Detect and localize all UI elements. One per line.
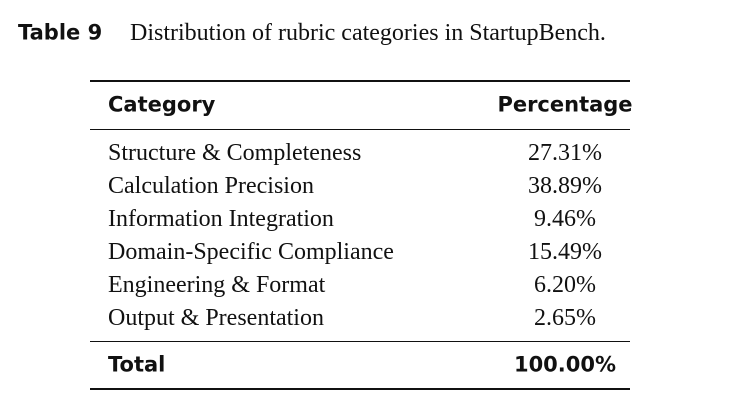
total-cell: Total xyxy=(108,352,166,377)
total-cell: 100.00% xyxy=(513,352,617,377)
table-cell: 9.46% xyxy=(534,206,596,232)
table-cell: Output & Presentation xyxy=(108,305,324,331)
table-cell: Information Integration xyxy=(108,206,334,232)
top-rule xyxy=(90,80,630,82)
bottom-rule xyxy=(90,388,630,390)
caption-text: Distribution of rubric categories in Sta… xyxy=(130,20,606,46)
table-cell: Structure & Completeness xyxy=(108,140,362,166)
table-cell: Domain-Specific Compliance xyxy=(108,239,394,265)
caption-label: Table 9 xyxy=(18,20,103,45)
table-cell: Calculation Precision xyxy=(108,173,314,199)
table-cell: 15.49% xyxy=(528,239,602,265)
table-cell: 38.89% xyxy=(528,173,602,199)
table-cell: 27.31% xyxy=(528,140,602,166)
header-cell: Percentage xyxy=(497,92,633,117)
table-cell: 6.20% xyxy=(534,272,596,298)
table-cell: Engineering & Format xyxy=(108,272,326,298)
table-cell: 2.65% xyxy=(534,305,596,331)
mid-rule xyxy=(90,341,630,342)
mid-rule xyxy=(90,129,630,130)
header-cell: Category xyxy=(108,92,216,117)
